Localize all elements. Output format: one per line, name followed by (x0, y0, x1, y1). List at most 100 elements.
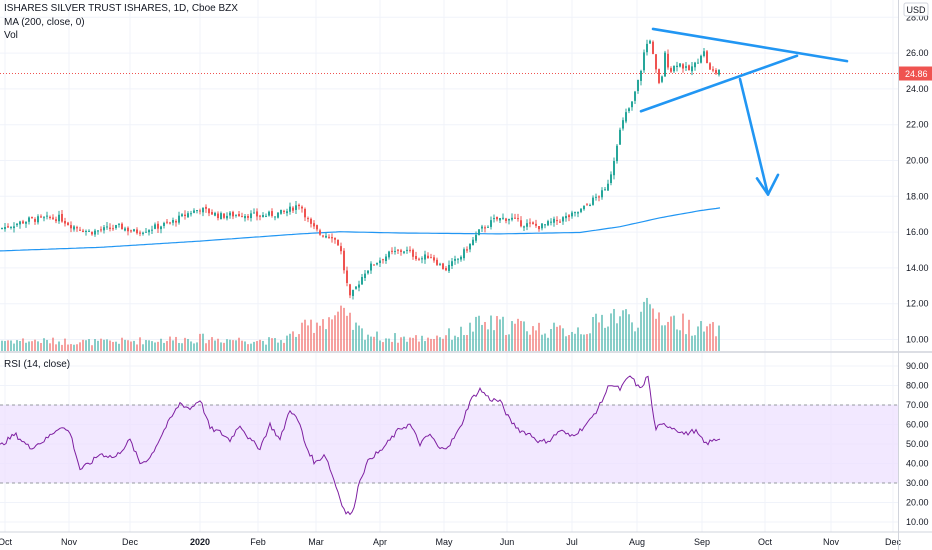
candle-body (481, 226, 483, 229)
candle-body (517, 218, 519, 220)
candle-body (502, 217, 504, 219)
volume-bar (298, 334, 300, 351)
volume-bar (715, 336, 717, 351)
volume-bar (346, 315, 348, 351)
volume-bar (85, 340, 87, 351)
volume-bar (457, 337, 459, 351)
breakdown-arrowhead-left[interactable] (755, 177, 770, 196)
candle-body (709, 63, 711, 70)
candle-body (655, 54, 657, 70)
candle-body (112, 228, 114, 230)
volume-bar (262, 340, 264, 351)
volume-bar (112, 341, 114, 351)
volume-bar (172, 340, 174, 351)
volume-bar (208, 339, 210, 351)
triangle-lower-trendline[interactable] (639, 54, 799, 113)
volume-bar (361, 328, 363, 351)
candle-body (682, 64, 684, 69)
volume-bar (202, 333, 204, 351)
candle-body (514, 217, 516, 219)
volume-bar (118, 343, 120, 351)
candle-body (139, 232, 141, 234)
breakdown-arrowhead-right[interactable] (766, 173, 780, 196)
volume-bar (445, 335, 447, 351)
volume-bar (79, 342, 81, 351)
candle-body (418, 258, 420, 260)
rsi-tick-label: 60.00 (906, 420, 929, 430)
volume-bar (592, 317, 594, 351)
volume-bar (619, 316, 621, 351)
candle-body (592, 197, 594, 205)
volume-bar (391, 341, 393, 351)
candle-body (409, 249, 411, 251)
candle-body (130, 230, 132, 232)
candle-body (610, 174, 612, 183)
volume-bar (406, 341, 408, 351)
volume-bar (532, 326, 534, 351)
volume-bar (316, 322, 318, 351)
volume-bar (337, 311, 339, 351)
volume-bar (643, 301, 645, 351)
candle-body (556, 220, 558, 222)
candle-body (4, 226, 6, 230)
candle-body (244, 216, 246, 219)
volume-bar (178, 342, 180, 351)
trend-drawings[interactable] (639, 27, 849, 196)
candle-body (262, 214, 264, 218)
candle-body (403, 251, 405, 253)
volume-bar (577, 327, 579, 351)
candle-body (619, 129, 621, 145)
candle-body (529, 222, 531, 224)
volume-bar (40, 342, 42, 351)
candle-body (574, 212, 576, 214)
candle-body (547, 221, 549, 226)
volume-bar (307, 325, 309, 351)
candle-body (385, 256, 387, 262)
volume-bar (388, 338, 390, 351)
triangle-upper-trendline[interactable] (651, 27, 849, 63)
volume-bar (199, 333, 201, 351)
candle-body (712, 69, 714, 71)
volume-legend[interactable]: Vol (4, 30, 18, 41)
volume-bar (286, 335, 288, 351)
volume-bar (244, 341, 246, 351)
candle-body (472, 239, 474, 245)
candle-body (493, 218, 495, 220)
volume-bar (61, 344, 63, 351)
candle-body (661, 76, 663, 82)
candle-body (550, 221, 552, 223)
volume-bar (151, 341, 153, 351)
candle-body (292, 207, 294, 211)
candle-body (19, 221, 21, 225)
price-tick-label: 12.00 (906, 299, 929, 309)
volume-bar (535, 330, 537, 351)
volume-bar (499, 319, 501, 351)
candle-body (49, 216, 51, 219)
candle-body (355, 286, 357, 289)
candle-body (448, 264, 450, 271)
volume-bar (448, 328, 450, 351)
candle-body (589, 204, 591, 206)
candle-body (478, 229, 480, 236)
candle-body (127, 227, 129, 232)
candle-body (310, 218, 312, 224)
price-tick-label: 22.00 (906, 120, 929, 130)
chart-title[interactable]: ISHARES SILVER TRUST ISHARES, 1D, Cboe B… (4, 3, 238, 14)
candle-body (508, 218, 510, 221)
volume-bar (484, 321, 486, 351)
candle-body (499, 217, 501, 221)
price-tick-label: 26.00 (906, 48, 929, 58)
ma-legend[interactable]: MA (200, close, 0) (4, 17, 85, 28)
candle-body (637, 79, 639, 91)
volume-bar (685, 334, 687, 351)
candle-body (559, 221, 561, 223)
candle-body (322, 235, 324, 237)
volume-bar (94, 339, 96, 351)
moving-average-line (0, 207, 721, 252)
candle-body (700, 55, 702, 63)
volume-bar (187, 338, 189, 351)
volume-bar (109, 340, 111, 351)
rsi-legend[interactable]: RSI (14, close) (4, 359, 71, 370)
breakdown-arrow-shaft[interactable] (738, 77, 770, 196)
candle-body (157, 223, 159, 229)
